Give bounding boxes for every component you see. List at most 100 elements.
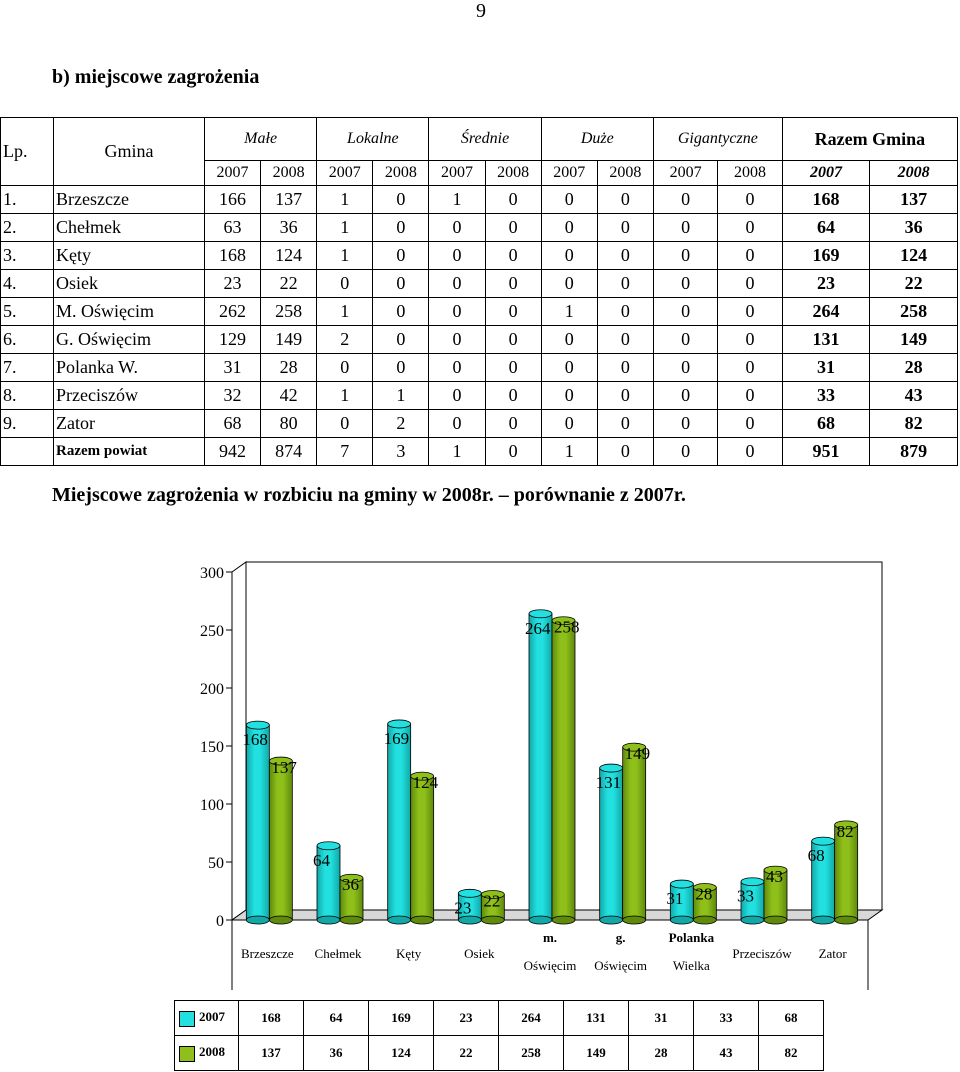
row-value: 0: [484, 325, 542, 354]
bar-base: [316, 915, 341, 925]
row-value: 0: [652, 269, 719, 298]
legend-label: 2008: [199, 1044, 225, 1060]
row-value: 0: [652, 437, 719, 466]
data-label: 36: [342, 875, 359, 894]
bar-base: [740, 915, 765, 925]
row-value: 0: [652, 353, 719, 382]
bar-base: [528, 915, 553, 925]
row-value: 0: [316, 353, 374, 382]
row-value: 0: [484, 437, 542, 466]
bar-top: [622, 742, 647, 752]
row-value: 0: [596, 381, 654, 410]
data-label: 264: [525, 619, 551, 638]
row-value: 0: [372, 241, 430, 270]
row-value: 0: [717, 185, 783, 214]
row-total: 168: [781, 185, 871, 214]
row-value: 0: [596, 325, 654, 354]
row-value: 0: [428, 325, 486, 354]
row-value: 1: [540, 437, 598, 466]
y-tick-label: 50: [208, 855, 224, 872]
bar-2008: [622, 746, 647, 921]
row-value: 0: [372, 213, 430, 242]
row-value: 262: [203, 297, 262, 326]
bar-2008: [268, 760, 293, 921]
row-value: 0: [428, 353, 486, 382]
row-gmina: Kęty: [53, 241, 205, 270]
row-value: 0: [717, 353, 783, 382]
row-total: 258: [869, 297, 958, 326]
row-value: 129: [203, 325, 262, 354]
row-value: 0: [372, 185, 430, 214]
bar-base: [245, 915, 270, 925]
category-label: Brzeszcze: [241, 946, 294, 961]
legend-value: 264: [498, 1000, 564, 1036]
legend-swatch: [179, 1045, 195, 1062]
row-total: 169: [781, 241, 871, 270]
legend-row: 2008 137 36 124 22 258 149 28 43 82: [174, 1035, 824, 1071]
row-value: 874: [260, 437, 318, 466]
header-year-total: 2008: [869, 160, 958, 186]
legend-value: 258: [498, 1035, 564, 1071]
y-tick-label: 250: [200, 623, 224, 640]
row-total: 22: [869, 269, 958, 298]
header-group: Średnie: [428, 117, 542, 161]
bar-base: [692, 915, 717, 925]
data-label: 28: [695, 885, 712, 904]
table-years-row: 2007 2008 2007 2008 2007 2008 2007 2008 2007 2008…: [1, 160, 958, 186]
row-value: 80: [260, 409, 318, 438]
header-year: 2007: [540, 160, 598, 186]
bar-top: [410, 771, 435, 781]
header-year: 2007: [652, 160, 719, 186]
legend-value: 23: [433, 1000, 499, 1036]
category-label: Kęty: [396, 946, 422, 961]
header-year: 2008: [717, 160, 783, 186]
row-value: 258: [260, 297, 318, 326]
legend-value: 168: [238, 1000, 304, 1036]
table-row: 9. Zator 68 80 0 2 0 0 0 0 0 0 68 82: [0, 409, 958, 438]
header-lp: Lp.: [0, 117, 54, 186]
header-group: Gigantyczne: [652, 117, 783, 161]
row-value: 2: [372, 409, 430, 438]
table-row: 1. Brzeszcze 166 137 1 0 1 0 0 0 0 0 168 137: [0, 185, 958, 214]
legend-value: 43: [693, 1035, 759, 1071]
row-value: 0: [652, 297, 719, 326]
data-label: 31: [666, 889, 683, 908]
row-value: 68: [203, 409, 262, 438]
row-value: 0: [540, 241, 598, 270]
row-lp: [0, 437, 54, 466]
row-value: 0: [596, 437, 654, 466]
row-total: 36: [869, 213, 958, 242]
bar-top: [763, 865, 788, 875]
data-label: 68: [808, 846, 825, 865]
data-label: 169: [384, 729, 410, 748]
data-label: 168: [242, 730, 267, 749]
row-value: 31: [203, 353, 262, 382]
y-tick-label: 100: [200, 797, 224, 814]
y-tick-label: 300: [200, 565, 224, 582]
row-total: 28: [869, 353, 958, 382]
row-gmina: Chełmek: [53, 213, 205, 242]
row-value: 0: [484, 213, 542, 242]
row-value: 1: [316, 297, 374, 326]
table-row: 6. G. Oświęcim 129 149 2 0 0 0 0 0 0 0 131 149: [0, 325, 958, 354]
data-label: 22: [483, 891, 500, 910]
row-value: 149: [260, 325, 318, 354]
row-total: 951: [781, 437, 871, 466]
bar-base: [268, 915, 293, 925]
row-value: 1: [316, 241, 374, 270]
bar-2007: [528, 613, 553, 921]
row-lp: 9.: [0, 409, 54, 438]
bar-base: [763, 915, 788, 925]
row-total: 879: [869, 437, 958, 466]
row-value: 0: [596, 241, 654, 270]
bar-top: [528, 609, 553, 619]
bar-base: [669, 915, 694, 925]
bar-base: [480, 915, 505, 925]
bar-base: [834, 915, 859, 925]
legend-value: 131: [563, 1000, 629, 1036]
row-total: 68: [781, 409, 871, 438]
row-value: 0: [372, 297, 430, 326]
legend-value: 28: [628, 1035, 694, 1071]
legend-value: 33: [693, 1000, 759, 1036]
row-value: 0: [372, 353, 430, 382]
